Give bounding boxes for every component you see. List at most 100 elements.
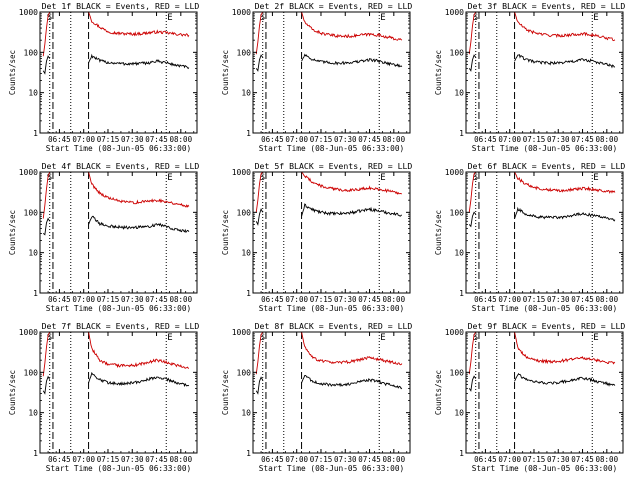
start-marker-label: S: [47, 13, 52, 23]
start-marker-label: S: [260, 333, 265, 343]
y-tick-label: 10: [241, 249, 251, 258]
y-tick-label: 100: [237, 208, 252, 217]
series-line: [514, 206, 616, 222]
events-series: [468, 372, 616, 392]
lld-series: [42, 171, 190, 219]
x-tick-label: 07:15: [310, 455, 333, 464]
y-axis-label: Counts/sec: [434, 370, 443, 415]
detector-panel: Det 6f BLACK = Events, RED = LLD S E 1 10 100…: [426, 160, 639, 320]
chart-title: Det 8f BLACK = Events, RED = LLD: [255, 321, 413, 331]
series-line: [42, 11, 51, 57]
plot-frame: [252, 11, 411, 134]
x-tick-label: 06:45: [261, 135, 284, 144]
x-axis-label: Start Time (08-Jun-05 06:33:00): [259, 144, 405, 153]
chart-svg: Det 5f BLACK = Events, RED = LLD S E 1 10 100…: [221, 161, 413, 313]
y-tick-label: 1000: [232, 328, 251, 337]
events-series: [255, 53, 403, 72]
end-marker-label: E: [380, 173, 385, 183]
series-line: [468, 11, 477, 55]
y-axis-label: Counts/sec: [221, 50, 230, 95]
x-axis-label: Start Time (08-Jun-05 06:33:00): [46, 144, 192, 153]
series-line: [88, 215, 190, 234]
start-marker-label: S: [47, 173, 52, 183]
series-line: [88, 331, 190, 369]
events-series: [468, 53, 616, 72]
chart-title: Det 5f BLACK = Events, RED = LLD: [255, 161, 413, 171]
series-line: [514, 171, 616, 194]
x-tick-label: 07:45: [571, 455, 594, 464]
x-tick-label: 07:30: [547, 295, 570, 304]
x-tick-label: 07:15: [310, 295, 333, 304]
y-tick-label: 1000: [232, 8, 251, 17]
y-axis-label: Counts/sec: [8, 50, 17, 95]
chart-svg: Det 9f BLACK = Events, RED = LLD S E 1 10 100…: [434, 321, 625, 473]
lld-series: [468, 171, 616, 213]
lld-series: [42, 331, 190, 377]
x-tick-label: 06:45: [48, 135, 71, 144]
x-tick-label: 08:00: [383, 295, 406, 304]
chart-title: Det 3f BLACK = Events, RED = LLD: [468, 1, 626, 11]
series-line: [255, 171, 264, 213]
chart-svg: Det 7f BLACK = Events, RED = LLD S E 1 10 100…: [8, 321, 199, 473]
x-tick-label: 07:45: [145, 455, 168, 464]
series-line: [468, 171, 477, 213]
y-tick-label: 1: [33, 449, 38, 458]
x-tick-label: 08:00: [383, 135, 406, 144]
y-tick-label: 1: [459, 129, 464, 138]
plot-frame: [465, 11, 624, 134]
x-tick-label: 07:15: [310, 135, 333, 144]
x-tick-label: 07:15: [523, 455, 546, 464]
x-tick-label: 08:00: [170, 135, 193, 144]
chart-svg: Det 6f BLACK = Events, RED = LLD S E 1 10 100…: [434, 161, 625, 313]
end-marker-label: E: [593, 13, 598, 23]
x-axis-label: Start Time (08-Jun-05 06:33:00): [472, 304, 618, 313]
start-marker-label: S: [260, 173, 265, 183]
x-tick-label: 07:15: [523, 295, 546, 304]
x-tick-label: 07:00: [498, 135, 521, 144]
start-marker-label: S: [473, 13, 478, 23]
y-tick-label: 10: [28, 409, 38, 418]
end-marker-label: E: [593, 173, 598, 183]
x-axis-label: Start Time (08-Jun-05 06:33:00): [472, 464, 618, 473]
x-tick-label: 07:15: [97, 455, 120, 464]
y-tick-label: 1: [246, 449, 251, 458]
detector-panel: Det 1f BLACK = Events, RED = LLD S E 1 10 100…: [0, 0, 213, 160]
y-axis-label: Counts/sec: [221, 370, 230, 415]
series-line: [42, 217, 51, 236]
x-axis-label: Start Time (08-Jun-05 06:33:00): [46, 304, 192, 313]
detector-panel: Det 4f BLACK = Events, RED = LLD S E 1 10 100…: [0, 160, 213, 320]
x-tick-label: 07:45: [571, 135, 594, 144]
y-tick-label: 1: [459, 289, 464, 298]
series-line: [255, 207, 264, 226]
series-line: [88, 11, 190, 38]
y-tick-label: 10: [454, 409, 464, 418]
x-tick-label: 07:30: [334, 295, 357, 304]
series-line: [468, 331, 477, 375]
y-axis-label: Counts/sec: [434, 210, 443, 255]
y-tick-label: 1: [33, 129, 38, 138]
y-axis-label: Counts/sec: [8, 370, 17, 415]
y-tick-label: 1: [33, 289, 38, 298]
x-tick-label: 06:45: [261, 455, 284, 464]
lld-series: [468, 11, 616, 55]
x-tick-label: 06:45: [474, 455, 497, 464]
x-tick-label: 07:30: [121, 455, 144, 464]
detector-panel: Det 3f BLACK = Events, RED = LLD S E 1 10 100…: [426, 0, 639, 160]
series-line: [301, 53, 403, 68]
end-marker-label: E: [380, 333, 385, 343]
series-line: [301, 171, 402, 195]
lld-series: [42, 11, 190, 57]
x-tick-label: 07:45: [571, 295, 594, 304]
x-axis-label: Start Time (08-Jun-05 06:33:00): [259, 304, 405, 313]
y-tick-label: 1000: [19, 328, 38, 337]
x-tick-label: 07:30: [121, 295, 144, 304]
chart-svg: Det 3f BLACK = Events, RED = LLD S E 1 10 100…: [434, 1, 626, 153]
end-marker-label: E: [380, 13, 385, 23]
x-tick-label: 07:00: [285, 295, 308, 304]
y-tick-label: 100: [24, 48, 39, 57]
plot-frame: [465, 331, 624, 454]
series-line: [468, 211, 477, 228]
x-tick-label: 06:45: [474, 295, 497, 304]
series-line: [468, 54, 477, 72]
series-line: [514, 53, 616, 69]
